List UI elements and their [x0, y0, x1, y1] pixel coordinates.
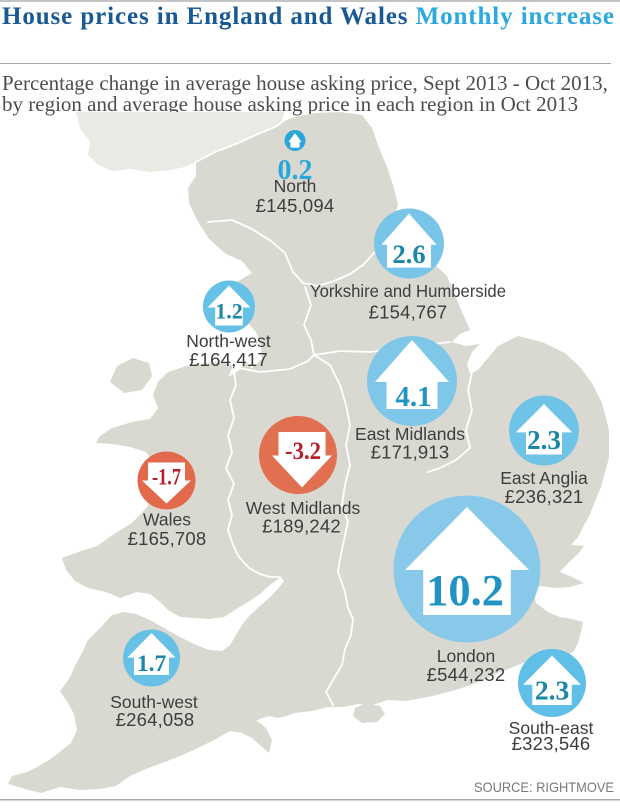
svg-text:Wales: Wales [143, 510, 191, 530]
svg-text:1.2: 1.2 [215, 299, 243, 324]
svg-text:-1.7: -1.7 [152, 465, 181, 490]
svg-text:2.3: 2.3 [535, 675, 569, 706]
svg-text:South-east: South-east [509, 718, 594, 738]
svg-text:London: London [437, 646, 495, 666]
svg-text:North-west: North-west [186, 331, 271, 351]
svg-text:SOURCE: RIGHTMOVE: SOURCE: RIGHTMOVE [474, 779, 614, 795]
svg-text:0.2: 0.2 [278, 155, 313, 186]
svg-text:4.1: 4.1 [395, 381, 431, 413]
svg-text:£164,417: £164,417 [189, 349, 268, 370]
svg-text:£145,094: £145,094 [256, 195, 335, 216]
svg-text:2.6: 2.6 [392, 239, 425, 269]
svg-text:£236,321: £236,321 [505, 486, 584, 507]
svg-text:£165,708: £165,708 [128, 528, 207, 549]
svg-text:£154,767: £154,767 [369, 302, 448, 323]
svg-text:East Anglia: East Anglia [500, 468, 588, 488]
svg-text:£323,546: £323,546 [512, 733, 591, 754]
svg-text:North: North [274, 176, 317, 196]
svg-text:2.3: 2.3 [527, 425, 561, 455]
svg-text:£544,232: £544,232 [427, 664, 506, 685]
svg-text:-3.2: -3.2 [285, 438, 321, 465]
svg-text:Yorkshire and Humberside: Yorkshire and Humberside [310, 281, 506, 301]
svg-text:£189,242: £189,242 [262, 516, 341, 537]
svg-text:£264,058: £264,058 [116, 709, 195, 730]
svg-text:1.7: 1.7 [137, 651, 167, 677]
svg-text:£171,913: £171,913 [371, 442, 450, 463]
svg-text:West Midlands: West Midlands [246, 498, 361, 518]
svg-text:South-west: South-west [110, 692, 198, 712]
svg-text:10.2: 10.2 [426, 565, 504, 615]
svg-text:East Midlands: East Midlands [355, 424, 465, 444]
